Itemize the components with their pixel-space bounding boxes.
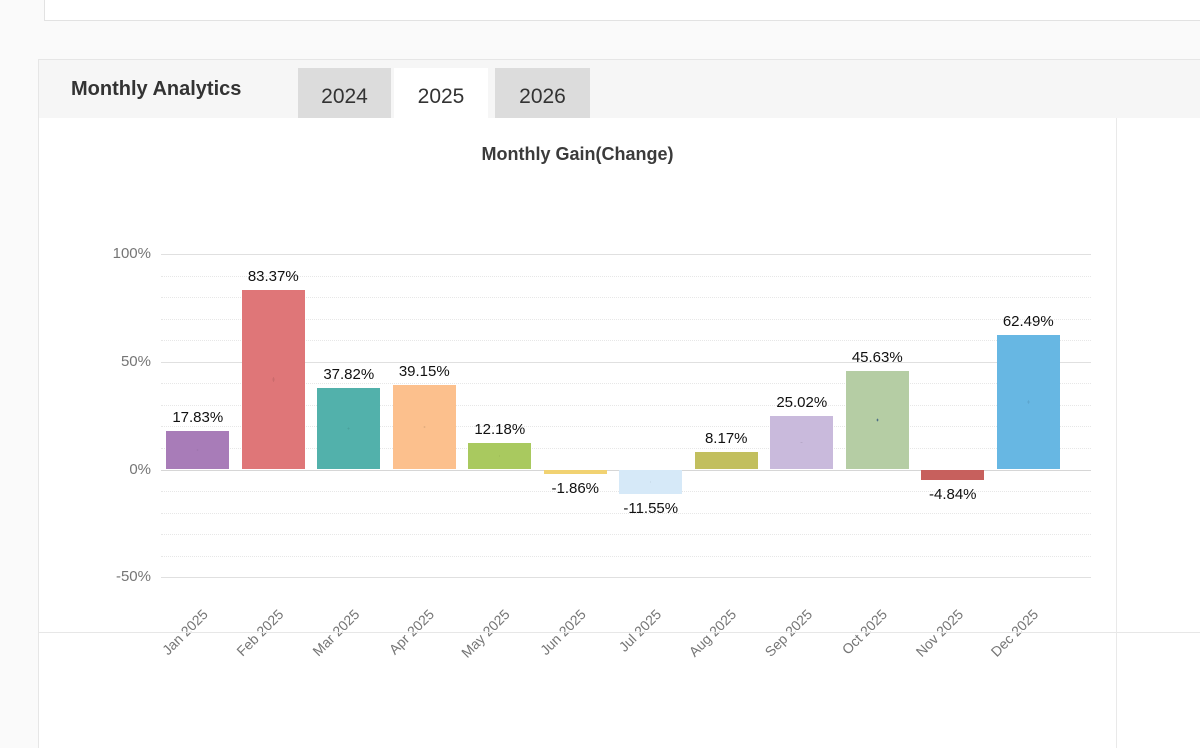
- bar-value-label: 37.82%: [323, 366, 375, 384]
- panel-header: Monthly Analytics 2024 2025 2026: [39, 60, 1200, 125]
- y-axis-tick-label: 50%: [120, 352, 151, 370]
- vertical-divider: [1116, 118, 1117, 748]
- minor-gridline: [161, 447, 1091, 449]
- tab-2024[interactable]: 2024: [298, 68, 391, 125]
- horizontal-divider: [39, 632, 1200, 633]
- bar-value-label: -1.86%: [551, 479, 600, 497]
- bar-value-label: -11.55%: [623, 500, 679, 518]
- minor-gridline: [161, 426, 1091, 428]
- bar-nov-2025[interactable]: [921, 469, 985, 480]
- tab-2026[interactable]: 2026: [495, 68, 590, 125]
- bar-value-label: 8.17%: [704, 429, 748, 447]
- minor-gridline: [161, 383, 1091, 385]
- major-gridline: [161, 361, 1091, 363]
- bar-feb-2025[interactable]: [241, 290, 305, 470]
- major-gridline: [161, 254, 1091, 256]
- minor-gridline: [161, 275, 1091, 277]
- bar-value-label: 62.49%: [1002, 312, 1054, 330]
- bar-dec-2025[interactable]: [996, 334, 1060, 470]
- bar-value-label: -4.84%: [928, 485, 977, 503]
- bar-aug-2025[interactable]: [694, 451, 758, 470]
- y-axis-tick-label: 100%: [112, 245, 151, 263]
- tab-2025[interactable]: 2025: [394, 68, 488, 125]
- bar-value-label: 17.83%: [172, 409, 224, 427]
- bar-value-label: 25.02%: [776, 393, 828, 411]
- minor-gridline: [161, 512, 1091, 514]
- bar-jan-2025[interactable]: [166, 431, 230, 470]
- y-axis-tick-label: 0%: [129, 460, 151, 478]
- bar-value-label: 83.37%: [247, 268, 299, 285]
- minor-gridline: [161, 534, 1091, 536]
- bar-oct-2025[interactable]: [845, 371, 909, 470]
- bar-apr-2025[interactable]: [392, 385, 456, 470]
- minor-gridline: [161, 555, 1091, 557]
- monthly-analytics-panel: Monthly Analytics 2024 2025 2026 Monthly…: [38, 59, 1200, 748]
- chart-title: Monthly Gain(Change): [481, 144, 674, 164]
- bar-mar-2025[interactable]: [317, 388, 381, 470]
- minor-gridline: [161, 297, 1091, 299]
- bar-jul-2025[interactable]: [619, 469, 683, 495]
- y-axis-tick-label: -50%: [115, 568, 151, 586]
- bar-jun-2025[interactable]: [543, 469, 607, 474]
- bar-may-2025[interactable]: [468, 443, 532, 470]
- monthly-gain-chart: Monthly Gain(Change) 100% 50% 0% -50% 17.83%…: [39, 118, 1116, 661]
- major-gridline: [161, 577, 1091, 579]
- minor-gridline: [161, 340, 1091, 342]
- minor-gridline: [161, 404, 1091, 406]
- bar-value-label: 39.15%: [398, 363, 450, 381]
- bar-sep-2025[interactable]: [770, 415, 834, 470]
- top-toolbar: [44, 0, 1200, 21]
- panel-title: Monthly Analytics: [71, 78, 242, 100]
- minor-gridline: [161, 318, 1091, 320]
- bar-value-label: 45.63%: [851, 349, 903, 367]
- bar-value-label: 12.18%: [474, 421, 526, 439]
